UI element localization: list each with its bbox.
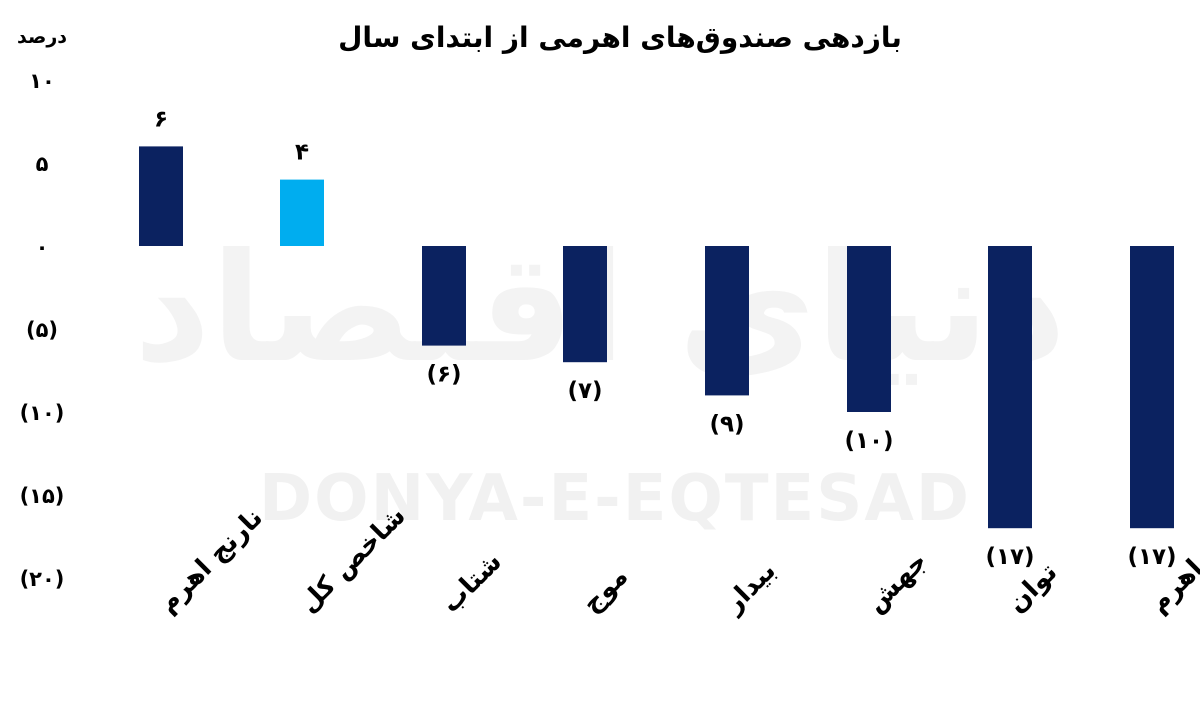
bar [988,246,1032,529]
bar [847,246,891,412]
data-label: ۴ [295,140,309,166]
category-label: موج [577,562,634,619]
data-label: (۱۰) [844,428,893,454]
data-label: (۱۷) [985,544,1034,570]
data-label: (۷) [567,378,602,404]
bar [280,179,324,246]
data-label: (۶) [426,362,461,388]
y-tick-label: ۰ [36,235,49,259]
y-tick-label: (۱۵) [20,484,65,508]
data-label: ۶ [154,106,168,132]
y-axis-ticks: ۱۰ ۵ ۰ (۵) (۱۰) (۱۵) (۲۰) [20,69,65,591]
category-label: نارنج اهرم [153,503,269,619]
y-tick-label: (۲۰) [20,567,65,591]
category-label: بیدار [717,556,782,621]
bar [705,246,749,396]
y-tick-label: ۵ [36,152,49,176]
watermark-latin: DONYA-E-EQTESAD [259,462,971,536]
bar [139,146,183,246]
y-tick-label: (۵) [26,318,58,342]
chart-title: بازدهی صندوق‌های اهرمی از ابتدای سال [338,21,902,54]
bars [139,146,1174,529]
data-label: (۱۷) [1127,544,1176,570]
category-label: جهش [861,546,934,619]
data-label: (۹) [709,411,744,437]
bar [563,246,607,363]
bar [1130,246,1174,529]
y-axis-unit-label: درصد [17,26,67,48]
bar [422,246,466,346]
y-tick-label: (۱۰) [20,401,65,425]
value-labels: ۶ ۴ (۶) (۷) (۹) (۱۰) (۱۷) (۱۷) [154,106,1177,570]
category-label: شتاب [436,547,508,619]
y-tick-label: ۱۰ [29,69,55,93]
